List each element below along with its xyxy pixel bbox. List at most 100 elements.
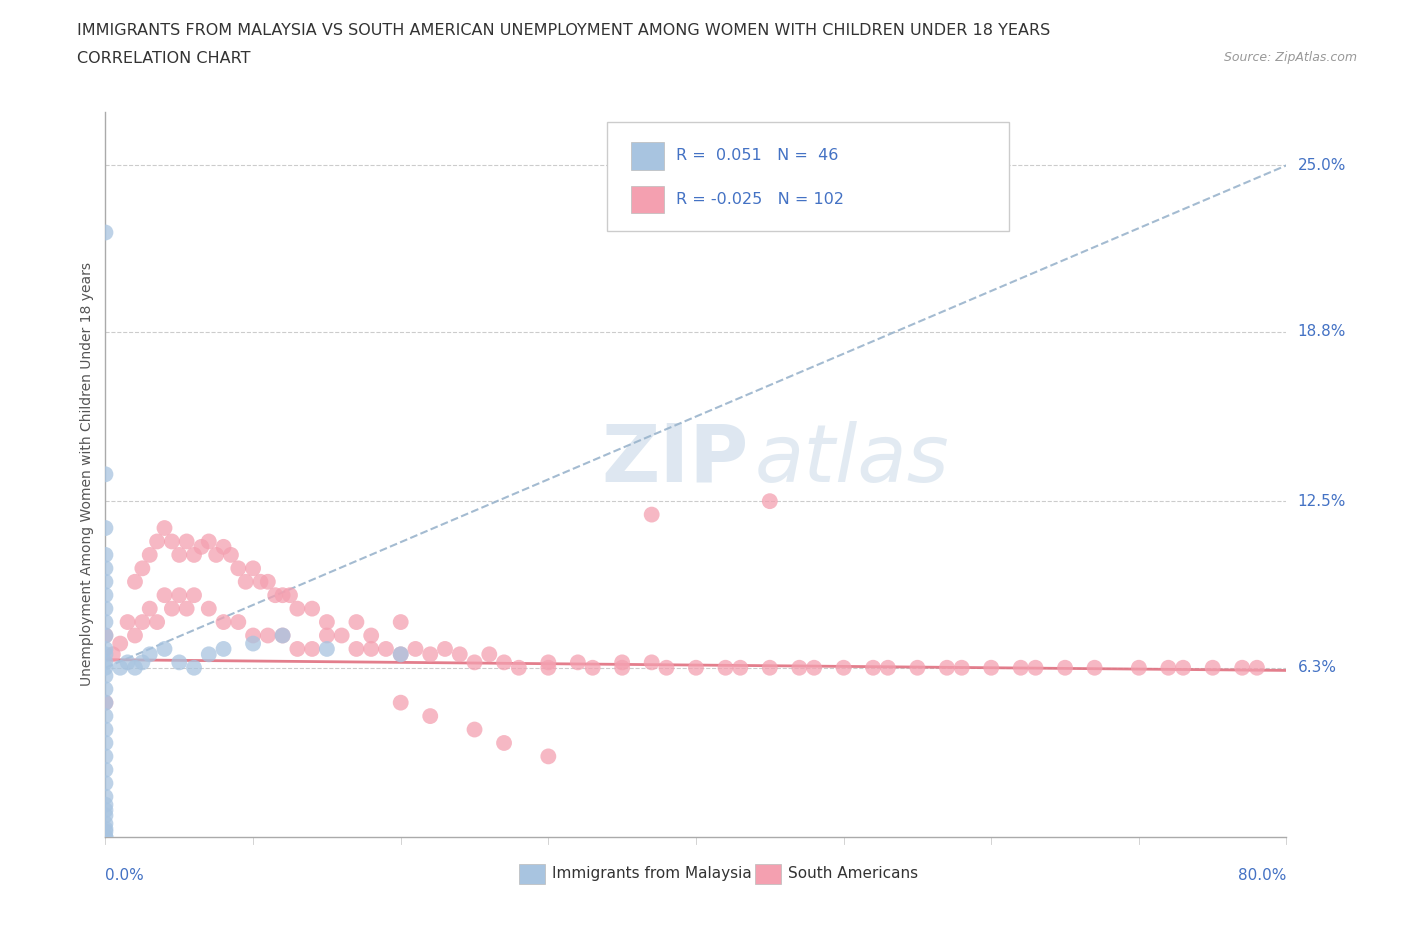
Point — [612, 660, 634, 675]
Point — [183, 588, 205, 603]
Point — [94, 709, 117, 724]
Text: R = -0.025   N = 102: R = -0.025 N = 102 — [676, 192, 844, 206]
Point — [124, 628, 146, 643]
Point — [117, 615, 139, 630]
Point — [862, 660, 884, 675]
Point — [169, 548, 191, 563]
Point — [1024, 660, 1046, 675]
Point — [190, 539, 212, 554]
Point — [464, 722, 486, 737]
Point — [212, 615, 235, 630]
Point — [94, 830, 117, 844]
Text: CORRELATION CHART: CORRELATION CHART — [77, 51, 250, 66]
Point — [433, 642, 456, 657]
Point — [124, 575, 146, 590]
Point — [714, 660, 737, 675]
Point — [183, 548, 205, 563]
Point — [249, 575, 271, 590]
Point — [655, 660, 678, 675]
Point — [1010, 660, 1032, 675]
Point — [153, 521, 176, 536]
Point — [264, 588, 287, 603]
Point — [138, 601, 162, 616]
Point — [877, 660, 900, 675]
Point — [131, 655, 153, 670]
Point — [169, 655, 191, 670]
Point — [94, 824, 117, 839]
Point — [950, 660, 973, 675]
Point — [1128, 660, 1150, 675]
Text: 0.0%: 0.0% — [105, 868, 145, 883]
Point — [94, 628, 117, 643]
Point — [138, 647, 162, 662]
Point — [94, 575, 117, 590]
Point — [110, 660, 132, 675]
Point — [1083, 660, 1105, 675]
Point — [936, 660, 959, 675]
Point — [212, 539, 235, 554]
Point — [94, 830, 117, 844]
Point — [389, 696, 412, 711]
Point — [146, 615, 169, 630]
Point — [271, 628, 294, 643]
Point — [405, 642, 427, 657]
Point — [160, 601, 183, 616]
Point — [301, 601, 323, 616]
Point — [94, 588, 117, 603]
Text: 18.8%: 18.8% — [1298, 325, 1346, 339]
Point — [508, 660, 530, 675]
Point — [94, 642, 117, 657]
Text: 12.5%: 12.5% — [1298, 494, 1346, 509]
Point — [360, 628, 382, 643]
Point — [907, 660, 929, 675]
Point — [94, 628, 117, 643]
Point — [271, 628, 294, 643]
Bar — [631, 142, 664, 169]
Point — [153, 642, 176, 657]
Point — [537, 749, 560, 764]
Point — [94, 669, 117, 684]
Point — [730, 660, 752, 675]
Point — [315, 628, 337, 643]
Point — [315, 642, 337, 657]
Point — [582, 660, 605, 675]
Point — [94, 647, 117, 662]
Point — [759, 660, 782, 675]
Point — [131, 615, 153, 630]
Point — [101, 647, 124, 662]
Point — [641, 655, 664, 670]
Point — [360, 642, 382, 657]
Point — [197, 534, 219, 549]
Point — [242, 636, 264, 651]
Point — [567, 655, 589, 670]
Point — [138, 548, 162, 563]
Point — [287, 601, 309, 616]
Point — [287, 642, 309, 657]
Point — [1246, 660, 1268, 675]
Text: 80.0%: 80.0% — [1239, 868, 1286, 883]
Point — [1232, 660, 1254, 675]
Point — [419, 709, 441, 724]
Point — [176, 601, 198, 616]
Point — [389, 615, 412, 630]
Point — [242, 561, 264, 576]
Point — [278, 588, 301, 603]
Point — [131, 561, 153, 576]
Point — [94, 776, 117, 790]
Text: atlas: atlas — [755, 420, 950, 498]
Point — [346, 615, 368, 630]
Point — [197, 647, 219, 662]
Point — [94, 682, 117, 697]
Point — [94, 660, 117, 675]
Point — [153, 588, 176, 603]
Point — [759, 494, 782, 509]
Point — [389, 647, 412, 662]
Point — [94, 696, 117, 711]
Point — [346, 642, 368, 657]
Point — [94, 561, 117, 576]
Point — [315, 615, 337, 630]
Text: ZIP: ZIP — [602, 420, 749, 498]
Point — [257, 575, 280, 590]
Point — [94, 655, 117, 670]
Point — [212, 642, 235, 657]
